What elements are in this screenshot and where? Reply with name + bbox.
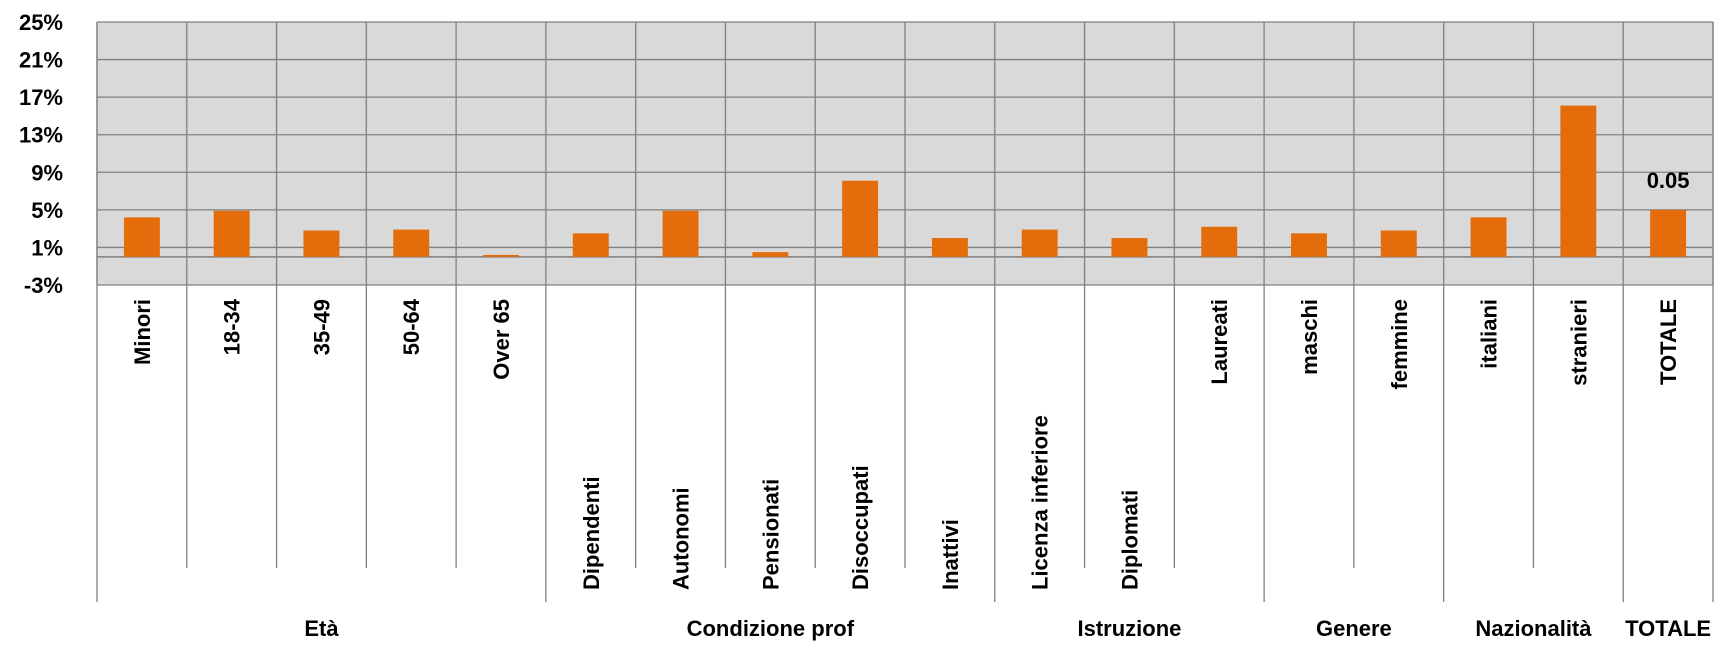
bar-minori [123,217,160,257]
group-labels: Età Condizione prof Istruzione Genere Nazion… [304,616,1711,641]
bar-stranieri [1560,105,1597,257]
group-label: Genere [1316,616,1392,641]
bar-diplomati [1111,238,1148,257]
category-label: maschi [1297,299,1322,375]
category-label: Minori [130,299,155,365]
y-tick-label: 25% [19,10,63,35]
category-label: stranieri [1566,299,1591,386]
bar-disoccupati [842,180,879,257]
category-label: italiani [1477,299,1502,369]
bar-totale [1650,209,1687,257]
y-tick-label: 21% [19,48,63,73]
bar-laureati [1201,226,1238,257]
category-label: Pensionati [758,479,783,590]
bar-inattivi [931,238,968,257]
bar-over-65 [483,254,519,257]
category-label: femmine [1387,299,1412,389]
group-label: Condizione prof [687,616,855,641]
bar-50-64 [393,229,430,257]
bar-18-34 [213,210,250,257]
y-axis-tick-labels: -3% 1% 5% 9% 13% 17% 21% 25% [19,10,63,298]
category-label: Diplomati [1117,490,1142,590]
bar-autonomi [662,210,699,257]
y-tick-label: 9% [31,160,63,185]
category-label: Disoccupati [848,465,873,590]
category-label: 50-64 [399,298,424,355]
y-tick-label: 1% [31,235,63,260]
bars [123,105,1687,257]
group-label: Nazionalità [1475,616,1592,641]
category-label: 18-34 [220,298,245,355]
bar-35-49 [303,230,340,257]
category-label: 35-49 [309,299,334,355]
y-tick-label: 17% [19,85,63,110]
y-tick-label: 5% [31,198,63,223]
category-label: Inattivi [938,519,963,590]
category-label: TOTALE [1656,299,1681,385]
group-label: TOTALE [1625,616,1711,641]
category-label: Dipendenti [579,476,604,590]
data-label: 0.05 [1647,168,1690,193]
category-label: Laureati [1207,299,1232,385]
group-label: Età [304,616,339,641]
bar-italiani [1470,217,1507,257]
category-label: Over 65 [489,299,514,380]
y-tick-label: 13% [19,123,63,148]
category-label: Autonomi [669,487,694,590]
data-labels: 0.05 [1647,168,1690,193]
group-label: Istruzione [1077,616,1181,641]
bar-licenza-inferiore [1021,229,1058,257]
bar-maschi [1291,233,1327,257]
y-tick-label: -3% [24,273,63,298]
bar-dipendenti [572,233,609,257]
category-axis-table [96,22,1714,602]
bar-pensionati [752,252,789,257]
category-label: Licenza inferiore [1028,415,1053,590]
category-labels: Minori 18-34 35-49 50-64 Over 65 Dipendenti Au… [130,298,1681,590]
bar-femmine [1380,230,1417,257]
